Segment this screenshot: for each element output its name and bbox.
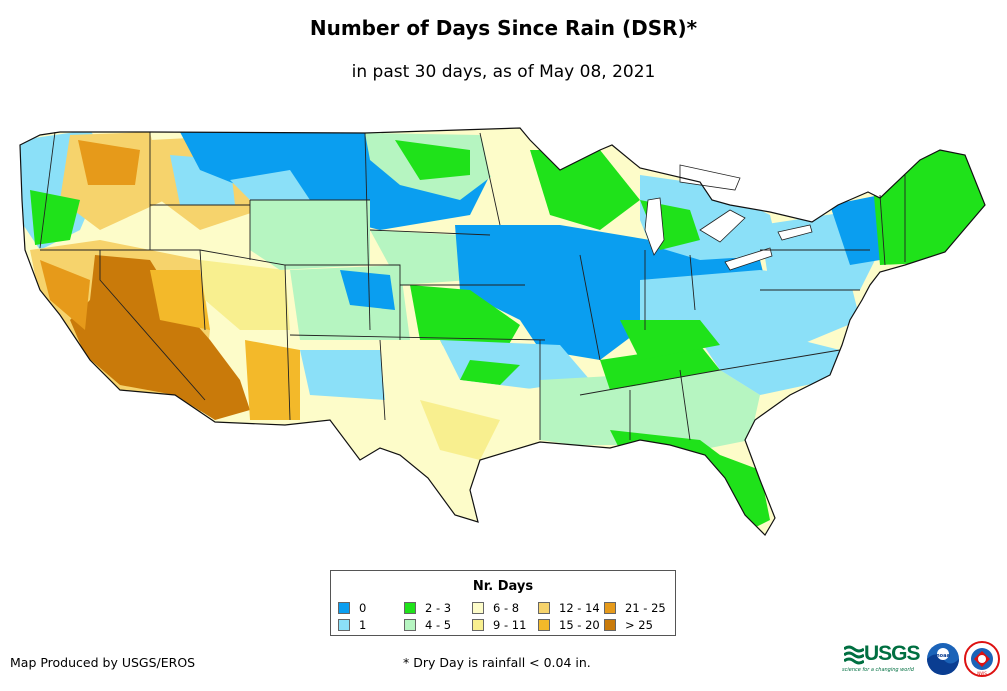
legend-label: > 25 (625, 618, 653, 632)
credit-text: Map Produced by USGS/EROS (10, 655, 196, 670)
usgs-tagline: science for a changing world (842, 667, 914, 673)
footnote: * Dry Day is rainfall < 0.04 in. (403, 655, 591, 670)
legend-swatch (338, 619, 350, 631)
noaa-logo-text: noaa (936, 653, 950, 659)
legend-item-3: 4 - 5 (404, 618, 451, 632)
legend-label: 0 (359, 601, 367, 615)
nws-logo-icon: NWS (964, 641, 1000, 677)
legend-label: 12 - 14 (559, 601, 600, 615)
dsr-map (19, 127, 986, 536)
legend-label: 1 (359, 618, 367, 632)
legend-item-9: > 25 (604, 618, 653, 632)
legend-title: Nr. Days (472, 579, 534, 594)
legend-swatch (338, 602, 350, 614)
legend-label: 2 - 3 (425, 601, 452, 615)
legend-swatch (472, 602, 484, 614)
legend-item-0: 0 (338, 601, 366, 615)
legend-item-7: 15 - 20 (538, 618, 600, 632)
legend-item-1: 1 (338, 618, 366, 632)
nws-logo-text: NWS (977, 671, 987, 676)
legend-item-6: 12 - 14 (538, 601, 600, 615)
legend-swatch (604, 602, 616, 614)
legend-label: 6 - 8 (493, 601, 520, 615)
legend-label: 9 - 11 (493, 618, 527, 632)
legend-swatch (472, 619, 484, 631)
legend-label: 21 - 25 (625, 601, 666, 615)
legend-swatch (404, 602, 416, 614)
legend-item-2: 2 - 3 (404, 601, 451, 615)
legend-label: 15 - 20 (559, 618, 600, 632)
legend-swatch (538, 602, 550, 614)
legend: Nr. Days 0 1 2 - 3 4 - 5 6 - 8 9 - 11 12… (330, 570, 676, 636)
legend-swatch (404, 619, 416, 631)
noaa-logo-icon: noaa (927, 643, 959, 675)
map-title: Number of Days Since Rain (DSR)* (309, 16, 698, 40)
agency-logos: USGS science for a changing world noaa N… (842, 640, 1002, 680)
legend-label: 4 - 5 (425, 618, 452, 632)
legend-swatch (538, 619, 550, 631)
usgs-logo-icon (844, 645, 864, 665)
legend-swatch (604, 619, 616, 631)
usgs-logo-text: USGS (864, 642, 921, 665)
legend-item-5: 9 - 11 (472, 618, 526, 632)
legend-item-8: 21 - 25 (604, 601, 666, 615)
map-subtitle: in past 30 days, as of May 08, 2021 (351, 62, 656, 82)
legend-item-4: 6 - 8 (472, 601, 519, 615)
